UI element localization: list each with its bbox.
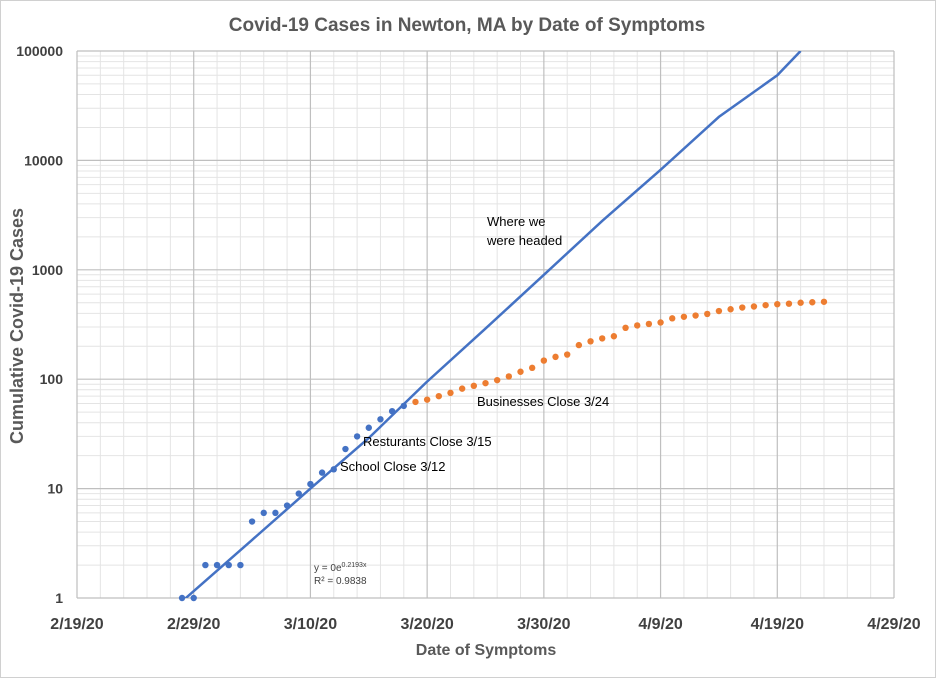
- data-point-blue: [213, 561, 221, 569]
- data-point-blue: [272, 509, 279, 517]
- data-point-orange: [435, 392, 443, 400]
- annotation-headed-line2: were headed: [486, 233, 562, 248]
- data-point-orange: [820, 298, 828, 305]
- data-point-blue: [190, 594, 197, 602]
- equation-exponent: 0.2193x: [342, 562, 367, 569]
- y-tick-label: 1: [55, 590, 63, 606]
- y-tick-label: 10000: [24, 152, 63, 168]
- data-point-blue: [342, 445, 349, 453]
- data-point-blue: [377, 416, 384, 423]
- data-point-orange: [505, 373, 513, 380]
- x-tick-label: 4/19/20: [751, 616, 804, 633]
- data-point-blue: [237, 561, 244, 569]
- minor-gridlines: [77, 51, 894, 598]
- data-point-orange: [634, 322, 641, 329]
- data-point-orange: [762, 301, 769, 309]
- x-axis-title: Date of Symptoms: [416, 642, 557, 659]
- data-point-orange: [785, 300, 793, 307]
- y-tick-labels: 1 10 100 1000 10000 100000: [16, 43, 63, 606]
- data-point-orange: [750, 303, 758, 310]
- data-point-orange: [704, 310, 711, 318]
- data-point-orange: [564, 351, 571, 358]
- y-tick-label: 100000: [16, 43, 63, 59]
- data-point-orange: [774, 300, 781, 308]
- data-point-orange: [809, 299, 816, 306]
- data-point-blue: [295, 490, 302, 497]
- annotation-restaurants-close: Resturants Close 3/15: [363, 434, 492, 449]
- x-tick-label: 2/19/20: [50, 616, 103, 633]
- trendline-equation: y = 0e0.2193x: [314, 562, 367, 574]
- data-point-orange: [599, 335, 606, 342]
- data-point-blue: [248, 518, 256, 525]
- data-point-blue: [318, 469, 326, 476]
- data-point-orange: [447, 389, 454, 397]
- data-point-orange: [692, 312, 699, 319]
- annotation-headed-line1: Where we: [487, 214, 546, 229]
- data-point-blue: [365, 424, 372, 431]
- y-axis-title: Cumulative Covid-19 Cases: [7, 208, 27, 444]
- data-point-orange: [645, 320, 653, 328]
- equation-base: y = 0e: [314, 563, 342, 574]
- series-layer: [178, 51, 828, 602]
- x-tick-label: 2/29/20: [167, 616, 220, 633]
- y-tick-label: 1000: [32, 262, 63, 278]
- data-point-orange: [482, 379, 489, 387]
- data-point-orange: [470, 382, 478, 390]
- y-tick-label: 100: [40, 371, 64, 387]
- data-point-orange: [622, 324, 629, 332]
- x-tick-label: 3/20/20: [400, 616, 453, 633]
- annotation-businesses-close: Businesses Close 3/24: [477, 394, 609, 409]
- data-point-orange: [727, 306, 734, 313]
- data-point-orange: [423, 396, 431, 403]
- x-tick-label: 4/9/20: [638, 616, 683, 633]
- data-point-orange: [458, 385, 466, 392]
- x-tick-label: 3/30/20: [517, 616, 570, 633]
- data-point-orange: [493, 376, 501, 384]
- trendline-r-squared: R² = 0.9838: [314, 576, 367, 587]
- major-gridlines: [76, 50, 895, 599]
- data-point-orange: [610, 333, 618, 340]
- data-point-orange: [587, 338, 594, 345]
- data-point-orange: [715, 307, 723, 315]
- x-tick-labels: 2/19/20 2/29/20 3/10/20 3/20/20 3/30/20 4/9/2…: [50, 616, 920, 633]
- data-point-orange: [575, 341, 583, 349]
- data-point-orange: [797, 299, 804, 306]
- data-point-blue: [260, 509, 267, 517]
- data-point-orange: [739, 304, 746, 311]
- data-point-orange: [669, 315, 676, 322]
- chart-title: Covid-19 Cases in Newton, MA by Date of …: [229, 15, 706, 36]
- trendline: [183, 51, 802, 598]
- y-tick-label: 10: [47, 481, 63, 497]
- data-point-orange: [552, 353, 559, 361]
- data-point-orange: [540, 357, 548, 364]
- data-point-blue: [202, 561, 209, 569]
- data-point-orange: [528, 364, 536, 372]
- data-point-blue: [353, 433, 361, 440]
- x-tick-label: 4/29/20: [867, 616, 920, 633]
- data-point-blue: [178, 594, 186, 602]
- data-point-orange: [657, 319, 664, 326]
- data-point-orange: [412, 398, 419, 406]
- annotation-school-close: School Close 3/12: [340, 459, 446, 474]
- data-point-orange: [680, 313, 688, 320]
- x-tick-label: 3/10/20: [284, 616, 337, 633]
- data-point-orange: [517, 368, 524, 375]
